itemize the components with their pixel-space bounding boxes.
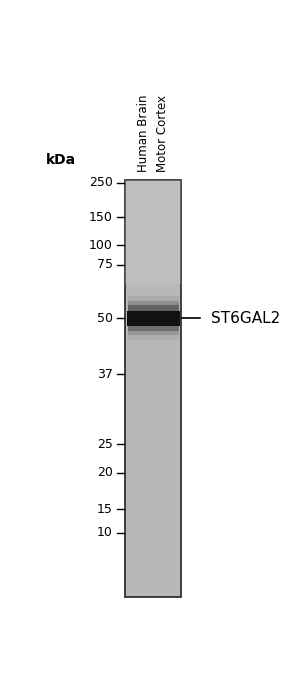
Bar: [126, 180, 181, 598]
Text: Human Brain: Human Brain: [138, 95, 150, 172]
Bar: [126, 180, 181, 285]
Bar: [128, 327, 179, 335]
Text: 150: 150: [89, 211, 113, 224]
Text: 75: 75: [97, 258, 113, 271]
Text: 25: 25: [97, 438, 113, 451]
Text: 100: 100: [89, 239, 113, 252]
Text: 10: 10: [97, 526, 113, 539]
Bar: [128, 327, 179, 340]
Bar: [126, 311, 180, 327]
Text: 50: 50: [97, 312, 113, 325]
Text: Motor Cortex: Motor Cortex: [156, 95, 169, 172]
Text: 37: 37: [97, 368, 113, 381]
Text: 15: 15: [97, 503, 113, 516]
Bar: [128, 305, 179, 311]
Bar: [128, 327, 179, 331]
Bar: [128, 301, 179, 311]
Text: kDa: kDa: [45, 153, 76, 167]
Text: 20: 20: [97, 466, 113, 480]
Text: ST6GAL2: ST6GAL2: [211, 311, 280, 326]
Text: 250: 250: [89, 176, 113, 189]
Bar: [128, 296, 179, 311]
